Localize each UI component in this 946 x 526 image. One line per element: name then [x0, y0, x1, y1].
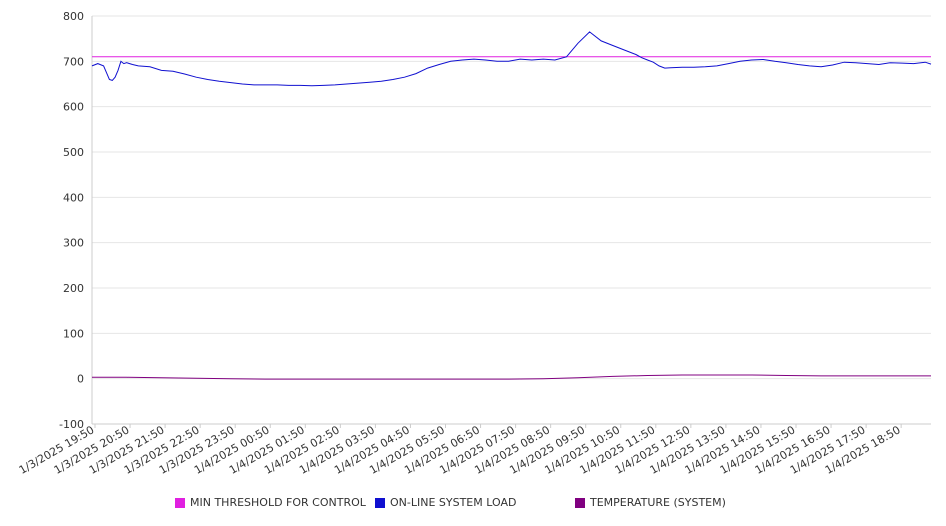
series-line-on-line-system-load	[91, 31, 932, 87]
legend: MIN THRESHOLD FOR CONTROL ON-LINE SYSTEM …	[0, 496, 946, 516]
x-tick-labels: 1/3/2025 19:501/3/2025 20:501/3/2025 21:…	[17, 423, 903, 477]
line-chart: -100 0 100 200 300 400 500 600 700 800 1/3/2025 1…	[17, 10, 932, 477]
y-tick-label: 200	[63, 282, 84, 295]
legend-swatch	[375, 497, 385, 508]
legend-swatch	[575, 497, 585, 508]
y-tick-label: 400	[63, 191, 84, 204]
grid-lines	[92, 15, 931, 425]
series-line-temperature-system	[92, 374, 931, 380]
y-tick-label: 700	[63, 55, 84, 68]
y-tick-labels: -100 0 100 200 300 400 500 600 700 800	[59, 10, 84, 431]
legend-label: ON-LINE SYSTEM LOAD	[390, 496, 517, 509]
legend-label: TEMPERATURE (SYSTEM)	[590, 496, 726, 509]
legend-item[interactable]: MIN THRESHOLD FOR CONTROL	[175, 496, 366, 509]
series-lines	[91, 31, 932, 380]
y-tick-label: 800	[63, 10, 84, 23]
legend-swatch	[175, 497, 185, 508]
legend-item[interactable]: ON-LINE SYSTEM LOAD	[375, 496, 516, 509]
axes	[91, 16, 931, 428]
legend-label: MIN THRESHOLD FOR CONTROL	[190, 496, 366, 509]
y-tick-label: 600	[63, 101, 84, 114]
y-tick-label: 500	[63, 146, 84, 159]
legend-item[interactable]: TEMPERATURE (SYSTEM)	[575, 496, 726, 509]
y-tick-label: 100	[63, 327, 84, 340]
y-tick-label: 0	[77, 373, 84, 386]
y-tick-label: -100	[59, 418, 84, 431]
y-tick-label: 300	[63, 237, 84, 250]
